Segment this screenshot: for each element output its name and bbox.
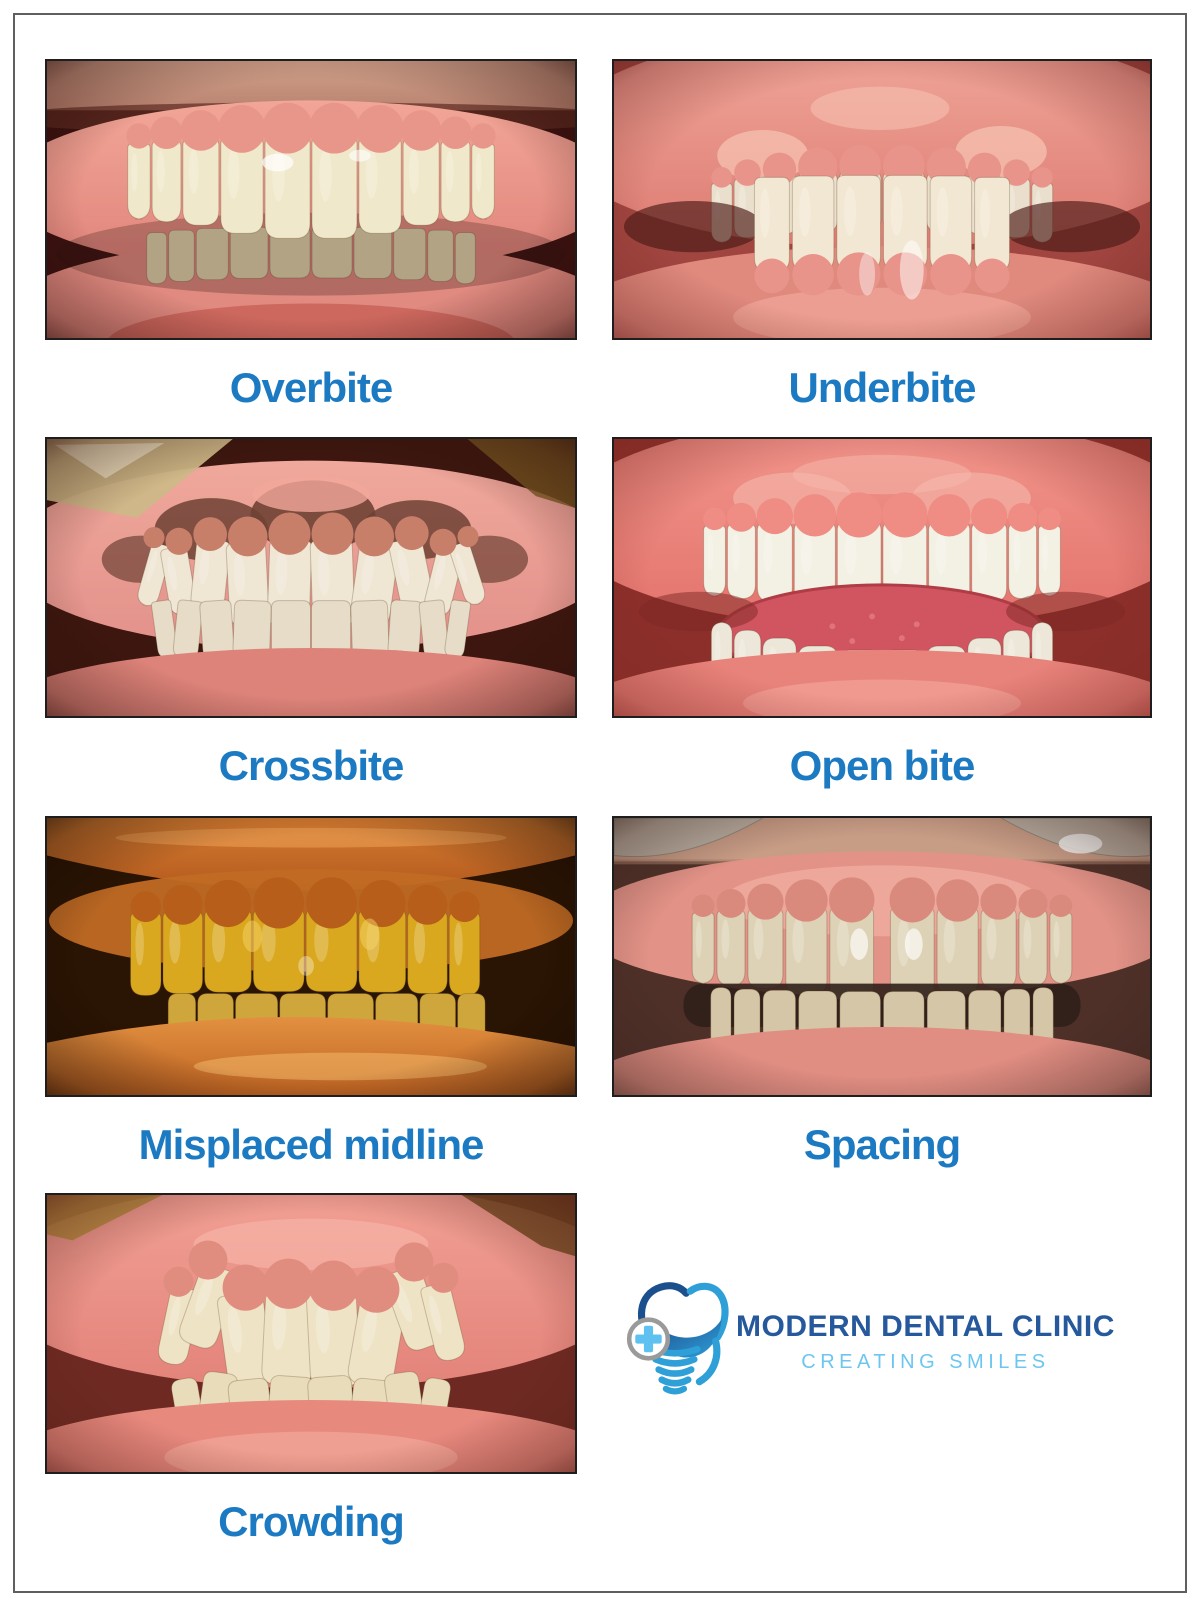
label-openbite: Open bite <box>789 742 976 789</box>
photo-midline <box>45 816 577 1097</box>
openbite-photo-illustration <box>614 439 1150 716</box>
dental-implant-logo-icon <box>626 1282 729 1395</box>
clinic-name: MODERN DENTAL CLINIC <box>736 1310 1115 1343</box>
photo-crossbite <box>45 437 577 718</box>
photo-crowding <box>45 1193 577 1474</box>
label-overbite: Overbite <box>229 364 393 411</box>
overbite-photo-illustration <box>47 61 575 338</box>
midline-photo-illustration <box>47 818 575 1095</box>
crowding-photo-illustration <box>47 1195 575 1472</box>
underbite-photo-illustration <box>614 61 1150 338</box>
label-underbite: Underbite <box>788 364 976 411</box>
photo-openbite <box>612 437 1152 718</box>
spacing-photo-illustration <box>614 818 1150 1095</box>
label-midline: Misplaced midline <box>138 1121 485 1168</box>
poster-frame-border <box>13 13 1187 1593</box>
clinic-tagline: CREATING SMILES <box>801 1351 1050 1373</box>
photo-overbite <box>45 59 577 340</box>
label-spacing: Spacing <box>803 1121 961 1168</box>
photo-underbite <box>612 59 1152 340</box>
clinic-logo-text: MODERN DENTAL CLINIC CREATING SMILES <box>736 1278 1115 1374</box>
crossbite-photo-illustration <box>47 439 575 716</box>
photo-spacing <box>612 816 1152 1097</box>
clinic-logo: MODERN DENTAL CLINIC CREATING SMILES <box>626 1278 1115 1398</box>
label-crossbite: Crossbite <box>218 742 405 789</box>
magnifier-plus-icon <box>626 1317 671 1361</box>
label-crowding: Crowding <box>218 1498 405 1545</box>
